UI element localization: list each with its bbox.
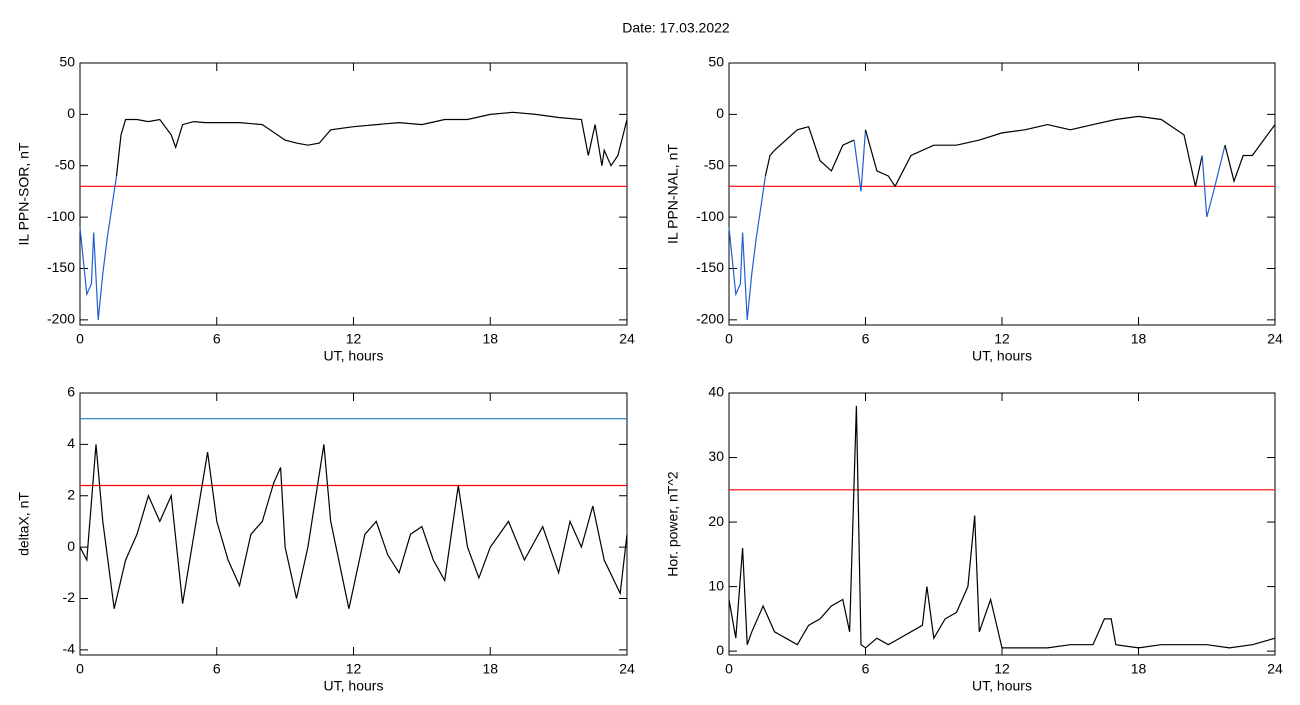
y-tick-label: -200: [47, 311, 75, 327]
y-tick-label: 30: [708, 448, 724, 464]
y-tick-label: -200: [696, 311, 724, 327]
x-tick-label: 18: [482, 661, 498, 677]
y-tick-label: 50: [708, 54, 724, 70]
x-axis-label: UT, hours: [972, 348, 1032, 364]
x-tick-label: 18: [1131, 331, 1147, 347]
y-tick-label: 6: [67, 384, 75, 400]
y-tick-label: -50: [704, 156, 724, 172]
data-line: [728, 175, 766, 320]
y-tick-label: 0: [67, 105, 75, 121]
y-tick-label: 50: [59, 54, 75, 70]
y-tick-label: -150: [696, 259, 724, 275]
y-tick-label: 10: [708, 577, 724, 593]
data-line: [115, 111, 628, 177]
x-tick-label: 6: [213, 331, 221, 347]
figure-title: Date: 17.03.2022: [622, 20, 730, 36]
y-axis-label: IL PPN-SOR, nT: [16, 142, 32, 245]
x-tick-label: 0: [76, 661, 84, 677]
x-tick-label: 12: [346, 661, 362, 677]
data-line: [728, 405, 1276, 649]
y-tick-label: 0: [716, 642, 724, 658]
x-tick-label: 24: [619, 661, 635, 677]
x-tick-label: 12: [994, 331, 1010, 347]
x-tick-label: 6: [213, 661, 221, 677]
x-tick-label: 0: [725, 661, 733, 677]
x-tick-label: 24: [619, 331, 635, 347]
x-axis-label: UT, hours: [324, 348, 384, 364]
y-tick-label: -50: [55, 156, 75, 172]
data-line: [1224, 124, 1276, 184]
data-line: [1201, 145, 1226, 218]
y-axis-label: Hor. power, nT^2: [665, 471, 681, 577]
x-tick-label: 12: [994, 661, 1010, 677]
x-tick-label: 18: [482, 331, 498, 347]
data-line: [864, 115, 1203, 188]
y-tick-label: 2: [67, 486, 75, 502]
x-tick-label: 6: [862, 661, 870, 677]
data-line: [79, 444, 628, 609]
x-tick-label: 0: [725, 331, 733, 347]
x-tick-label: 6: [862, 331, 870, 347]
y-tick-label: -4: [63, 641, 76, 657]
x-tick-label: 18: [1131, 661, 1147, 677]
x-axis-label: UT, hours: [324, 678, 384, 694]
y-tick-label: 40: [708, 384, 724, 400]
y-tick-label: -2: [63, 589, 76, 605]
y-axis-label: deltaX, nT: [16, 492, 32, 556]
x-tick-label: 12: [346, 331, 362, 347]
y-tick-label: 0: [67, 538, 75, 554]
y-tick-label: -100: [696, 208, 724, 224]
y-tick-label: 0: [716, 105, 724, 121]
y-tick-label: -150: [47, 259, 75, 275]
x-tick-label: 0: [76, 331, 84, 347]
x-tick-label: 24: [1267, 661, 1283, 677]
x-tick-label: 24: [1267, 331, 1283, 347]
data-line: [764, 125, 855, 177]
y-tick-label: 4: [67, 435, 75, 451]
x-axis-label: UT, hours: [972, 678, 1032, 694]
data-line: [79, 175, 118, 320]
y-tick-label: 20: [708, 513, 724, 529]
y-axis-label: IL PPN-NAL, nT: [665, 144, 681, 244]
data-line: [853, 129, 867, 192]
y-tick-label: -100: [47, 208, 75, 224]
